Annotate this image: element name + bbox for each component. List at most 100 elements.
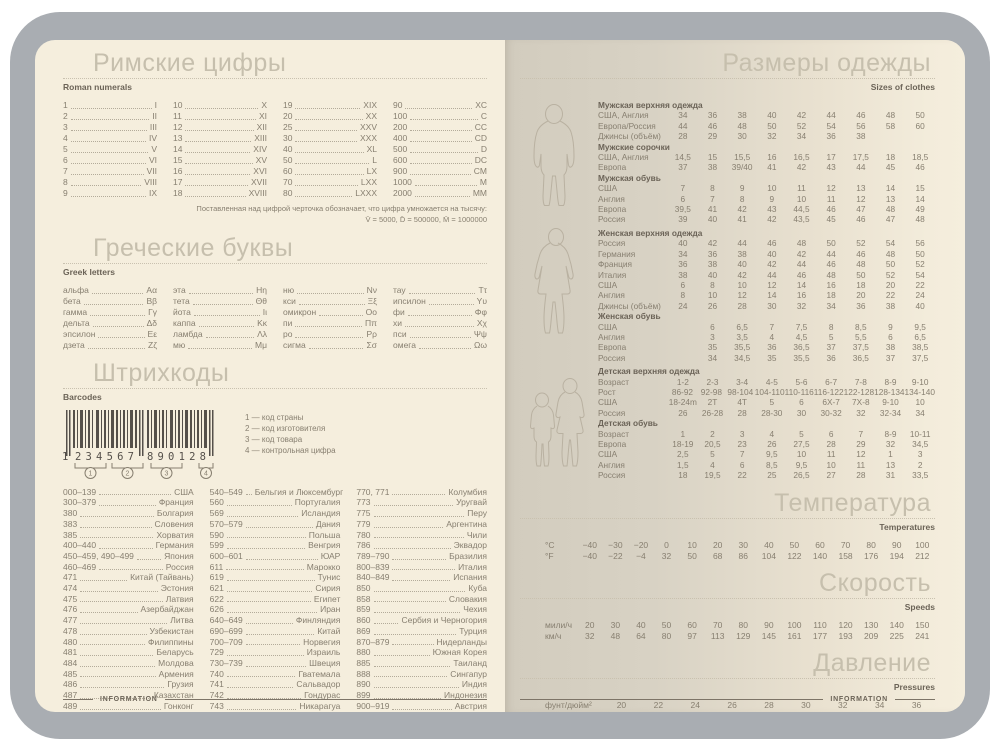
- dotted-leader: [408, 292, 476, 294]
- roman-numeral-row-value: XI: [258, 111, 267, 121]
- barcode-country-row-value: Германия: [155, 540, 194, 551]
- barcode-country-row-value: Болгария: [156, 508, 194, 519]
- size-value: 44: [826, 110, 836, 121]
- roman-numeral-row: 900 CM: [393, 166, 487, 177]
- dotted-leader: [80, 633, 147, 635]
- unit-value: 20: [616, 699, 627, 710]
- sizes-row-label: Франция: [598, 259, 632, 270]
- barcode-country-row-key: 599: [209, 540, 224, 551]
- sizes-group-heading: Детская верхняя одежда: [598, 366, 700, 377]
- roman-numeral-row: 8 VIII: [63, 177, 157, 188]
- size-value: 4-5: [765, 376, 778, 387]
- sizes-row: США, Англия 34 36 38 40 42 44 46 48 50: [598, 110, 935, 120]
- barcode-country-row-value: Аргентина: [446, 518, 488, 529]
- size-value: 46: [826, 204, 836, 215]
- unit-value: 24: [690, 699, 700, 710]
- barcode-country-row-value: Тунис: [317, 572, 341, 583]
- barcode-country-row-value: Хорватия: [156, 529, 194, 540]
- greek-letter-row-value: Λλ: [257, 328, 267, 339]
- barcode-country-row-key: 487: [63, 690, 78, 701]
- roman-numeral-row-value: LXX: [360, 177, 377, 187]
- barcode-country-row-key: 476: [63, 604, 78, 615]
- unit-value: 30: [738, 539, 748, 550]
- sizes-row-label: США: [598, 183, 618, 194]
- barcode-country-row-key: 570–579: [209, 518, 243, 529]
- roman-numeral-row-value: C: [480, 111, 487, 121]
- roman-numeral-row-key: 80: [283, 188, 293, 198]
- barcode-country-row-key: 477: [63, 615, 78, 626]
- barcode-country-row-key: 484: [63, 658, 78, 668]
- roman-numeral-row-value: XII: [256, 122, 267, 132]
- size-value: 14,5: [674, 152, 691, 163]
- size-value: 7: [769, 321, 775, 332]
- dotted-leader: [99, 569, 163, 571]
- size-value: 32: [767, 131, 777, 142]
- barcode-country-row: 489 Гонконг: [63, 701, 194, 712]
- roman-numeral-row-value: XIII: [254, 133, 267, 143]
- greek-letter-row-value: Ττ: [478, 284, 487, 295]
- roman-numeral-row-key: 9: [63, 188, 68, 198]
- barcode-country-row-key: 540–549: [209, 486, 243, 497]
- roman-numeral-row: 30 XXX: [283, 133, 377, 144]
- barcode-country-row: 599 Венгрия: [210, 540, 341, 551]
- barcode-country-row-key: 741: [209, 679, 224, 690]
- dotted-leader: [373, 601, 446, 603]
- size-value: 31: [885, 470, 896, 481]
- size-value: 3: [917, 449, 923, 460]
- dotted-leader: [226, 505, 292, 507]
- size-value: 18-24m: [668, 397, 697, 408]
- sizes-row-label: Англия: [598, 290, 625, 301]
- roman-numeral-row: 600 DC: [393, 155, 487, 166]
- size-value: 2: [917, 459, 923, 470]
- sizes-row-label: Европа: [598, 439, 627, 449]
- barcode-group-3: 3: [165, 470, 169, 477]
- size-value: 38: [885, 300, 896, 311]
- size-value: 14: [915, 193, 925, 204]
- size-value: 7X-8: [852, 397, 870, 408]
- dotted-leader: [192, 303, 253, 305]
- roman-note-line1: Поставленная над цифрой черточка обознач…: [196, 204, 487, 213]
- size-value: 40: [915, 300, 925, 311]
- roman-numeral-row-value: XX: [365, 111, 377, 121]
- size-value: 10: [767, 183, 777, 194]
- barcode-country-row: 570–579 Дания: [210, 519, 341, 530]
- unit-value: 194: [889, 551, 904, 562]
- unit-value: 48: [610, 631, 621, 642]
- dotted-leader: [70, 174, 144, 175]
- barcode-country-row: 400–440 Германия: [63, 540, 194, 551]
- barcode-group-numbers: 1 2 3 4: [89, 470, 209, 477]
- unit-value: 2,11: [787, 711, 824, 712]
- size-value: 38: [737, 248, 747, 259]
- divider: [63, 78, 487, 79]
- size-value: 35,5: [793, 352, 810, 363]
- unit-value: 50: [687, 551, 697, 562]
- sizes-row: Россия 18 19,5 22 25 26,5 27 28 31 33,5: [598, 470, 935, 480]
- unit-value: 100: [787, 619, 802, 630]
- dotted-leader: [373, 547, 451, 549]
- roman-numeral-row-value: V: [151, 144, 157, 154]
- dotted-leader: [392, 494, 446, 496]
- sizes-row: Россия 26 26-28 28 28-30 30 30-32 32 32-34 34: [598, 408, 935, 418]
- column: 10 X 11 XI 12 XII 13 XIII 14 XIV 15 XV 16 XVI 17 XVII 18…: [173, 100, 267, 199]
- dotted-leader: [392, 580, 451, 582]
- dotted-leader: [373, 537, 464, 539]
- unit-value: 22: [653, 699, 664, 710]
- barcode-country-row-key: 800–839: [356, 561, 390, 572]
- roman-numeral-row: 6 VI: [63, 155, 157, 166]
- size-value: 17: [826, 152, 836, 163]
- unit-row-label: кг/см²: [545, 711, 603, 712]
- roman-note-line2: V̄ = 5000, D̄ = 500000, M̄ = 1000000: [365, 214, 487, 224]
- barcode-country-row: 743 Никарагуа: [210, 701, 341, 712]
- size-value: 12: [767, 279, 777, 290]
- greek-letter-row-key: омега: [393, 339, 416, 350]
- dotted-leader: [226, 676, 296, 678]
- size-value: 34: [915, 407, 925, 418]
- barcode-country-row-value: Колумбия: [448, 486, 488, 497]
- size-value: 15: [707, 152, 718, 163]
- size-value: 11: [856, 459, 866, 470]
- size-value: 47: [885, 214, 896, 225]
- sizes-row-label: США: [598, 397, 618, 408]
- size-value: 26: [707, 300, 718, 311]
- barcode-country-row-value: Грузия: [167, 679, 194, 690]
- barcode-country-row: 487 Казахстан: [63, 690, 194, 701]
